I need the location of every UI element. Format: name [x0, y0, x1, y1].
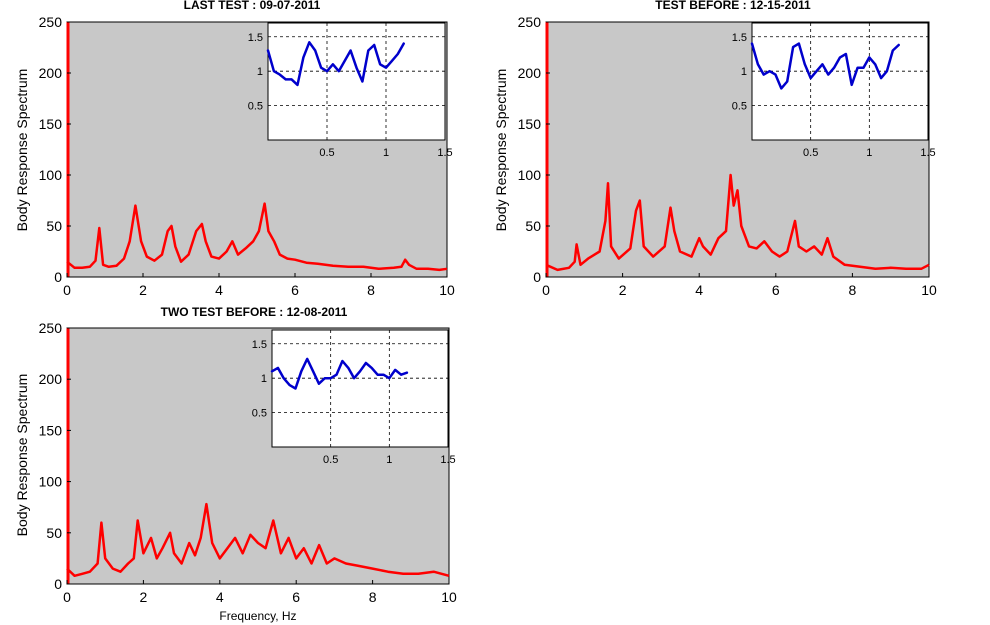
x-tick-label: 4	[216, 589, 224, 605]
inset-y-tick-label: 0.5	[248, 101, 263, 113]
y-tick-label: 50	[46, 525, 62, 541]
x-tick-label: 4	[695, 282, 703, 298]
inset-chart: 0.5 1 1.5 0.5 1 1.5	[248, 22, 453, 159]
x-tick-label: 8	[369, 589, 377, 605]
y-axis-label: Body Response Spectrum	[14, 69, 30, 232]
x-tick-label: 8	[849, 282, 857, 298]
chart-title: LAST TEST : 09-07-2011	[184, 0, 321, 12]
x-tick-label: 0	[63, 282, 71, 298]
x-tick-label: 2	[619, 282, 627, 298]
y-tick-label: 100	[39, 474, 63, 490]
inset-plot-area	[271, 329, 449, 448]
y-axis-label: Body Response Spectrum	[493, 69, 509, 232]
chart-title: TWO TEST BEFORE : 12-08-2011	[161, 305, 348, 319]
y-tick-label: 0	[54, 269, 62, 285]
inset-y-tick-label: 1	[261, 373, 267, 385]
inset-x-tick-label: 0.5	[319, 147, 334, 159]
x-tick-label: 6	[291, 282, 299, 298]
inset-x-tick-label: 1.5	[920, 147, 935, 159]
x-tick-label: 2	[140, 589, 148, 605]
inset-y-tick-label: 1.5	[252, 339, 267, 351]
inset-y-tick-label: 0.5	[732, 101, 747, 113]
inset-series-line	[750, 42, 900, 90]
x-tick-label: 0	[63, 589, 71, 605]
spectrum-series-line	[66, 202, 448, 272]
y-tick-label: 150	[39, 422, 63, 438]
inset-series-line	[266, 41, 405, 87]
y-tick-label: 50	[525, 218, 541, 234]
y-tick-label: 100	[518, 167, 542, 183]
y-tick-label: 150	[518, 116, 542, 132]
inset-x-tick-label: 0.5	[323, 454, 338, 466]
y-tick-label: 200	[39, 65, 63, 81]
y-tick-label: 0	[533, 269, 541, 285]
x-axis-label: Frequency, Hz	[219, 609, 296, 623]
x-tick-label: 8	[367, 282, 375, 298]
y-tick-label: 250	[39, 14, 63, 30]
inset-y-tick-label: 1	[741, 66, 747, 78]
inset-series-line	[270, 357, 409, 390]
chart-title: TEST BEFORE : 12-15-2011	[655, 0, 811, 12]
y-tick-label: 50	[46, 218, 62, 234]
inset-x-tick-label: 1	[383, 147, 389, 159]
x-tick-label: 0	[542, 282, 550, 298]
y-tick-label: 0	[54, 576, 62, 592]
x-tick-label: 2	[139, 282, 147, 298]
x-tick-label: 4	[215, 282, 223, 298]
inset-plot-area	[751, 22, 929, 141]
inset-y-tick-label: 1.5	[248, 32, 263, 44]
x-tick-label: 10	[441, 589, 457, 605]
inset-x-tick-label: 1.5	[437, 147, 452, 159]
inset-chart: 0.5 1 1.5 0.5 1 1.5	[732, 22, 936, 159]
inset-x-tick-label: 0.5	[803, 147, 818, 159]
y-tick-label: 100	[39, 167, 63, 183]
inset-chart: 0.5 1 1.5 0.5 1 1.5	[252, 329, 456, 466]
x-tick-label: 10	[921, 282, 937, 298]
y-tick-label: 150	[39, 116, 63, 132]
x-tick-label: 6	[292, 589, 300, 605]
y-tick-label: 200	[518, 65, 542, 81]
y-tick-label: 250	[39, 320, 63, 336]
y-tick-label: 200	[39, 371, 63, 387]
y-axis-label: Body Response Spectrum	[14, 374, 30, 537]
spectrum-series-line	[66, 502, 450, 578]
inset-x-tick-label: 1	[866, 147, 872, 159]
y-tick-label: 250	[518, 14, 542, 30]
x-tick-label: 6	[772, 282, 780, 298]
inset-y-tick-label: 1	[257, 66, 263, 78]
inset-x-tick-label: 1	[386, 454, 392, 466]
inset-y-tick-label: 0.5	[252, 408, 267, 420]
inset-x-tick-label: 1.5	[440, 454, 455, 466]
x-tick-label: 10	[439, 282, 455, 298]
inset-y-tick-label: 1.5	[732, 32, 747, 44]
spectrum-series-line	[545, 173, 930, 272]
